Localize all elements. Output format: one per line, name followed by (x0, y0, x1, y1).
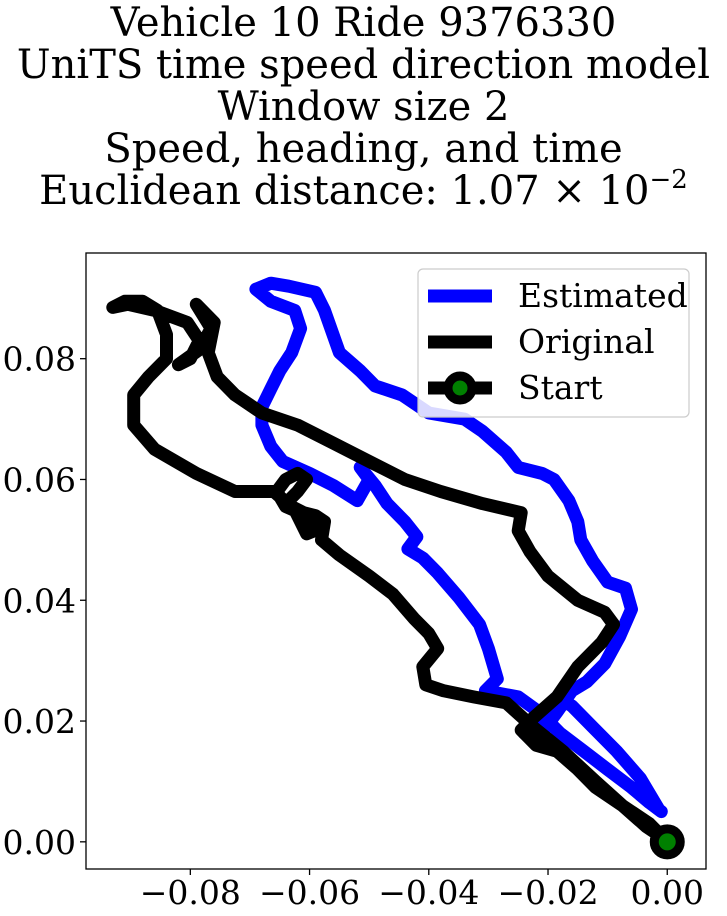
x-tick-label: −0.08 (140, 873, 241, 912)
x-tick-label: −0.06 (259, 873, 360, 912)
axes-frame (85, 252, 707, 870)
x-tick-label: −0.04 (378, 873, 479, 912)
legend: Estimated Original Start (417, 268, 690, 418)
plot-area (106, 276, 685, 860)
y-tick-label: 0.04 (3, 581, 76, 620)
chart-title: Vehicle 10 Ride 9376330 UniTS time speed… (0, 2, 727, 212)
legend-label-estimated: Estimated (518, 276, 688, 315)
legend-label-original: Original (518, 322, 655, 361)
title-metric-text: Euclidean distance: 1.07 × 10 (39, 168, 650, 214)
title-line-3: Window size 2 (217, 84, 510, 130)
axis-ticks: −0.08 −0.06 −0.04 −0.02 0.00 0.00 0.02 0.04 0.06… (3, 340, 704, 912)
y-tick-label: 0.08 (3, 340, 76, 379)
y-tick-label: 0.00 (3, 823, 76, 862)
title-metric-exponent: −2 (649, 165, 688, 195)
y-tick-label: 0.02 (3, 702, 76, 741)
series-line-estimated (249, 276, 668, 819)
start-marker (649, 824, 685, 860)
series-line-original (106, 294, 674, 849)
legend-start-marker (443, 371, 477, 405)
title-line-5: Euclidean distance: 1.07 × 10−2 (0, 167, 727, 214)
legend-box (417, 268, 690, 418)
legend-label-start: Start (518, 368, 603, 407)
title-line-2: UniTS time speed direction model (16, 42, 711, 88)
title-line-4: Speed, heading, and time (104, 126, 623, 172)
title-line-1: Vehicle 10 Ride 9376330 (110, 0, 617, 46)
x-tick-label: −0.02 (497, 873, 598, 912)
x-tick-label: 0.00 (631, 873, 704, 912)
y-tick-label: 0.06 (3, 460, 76, 499)
